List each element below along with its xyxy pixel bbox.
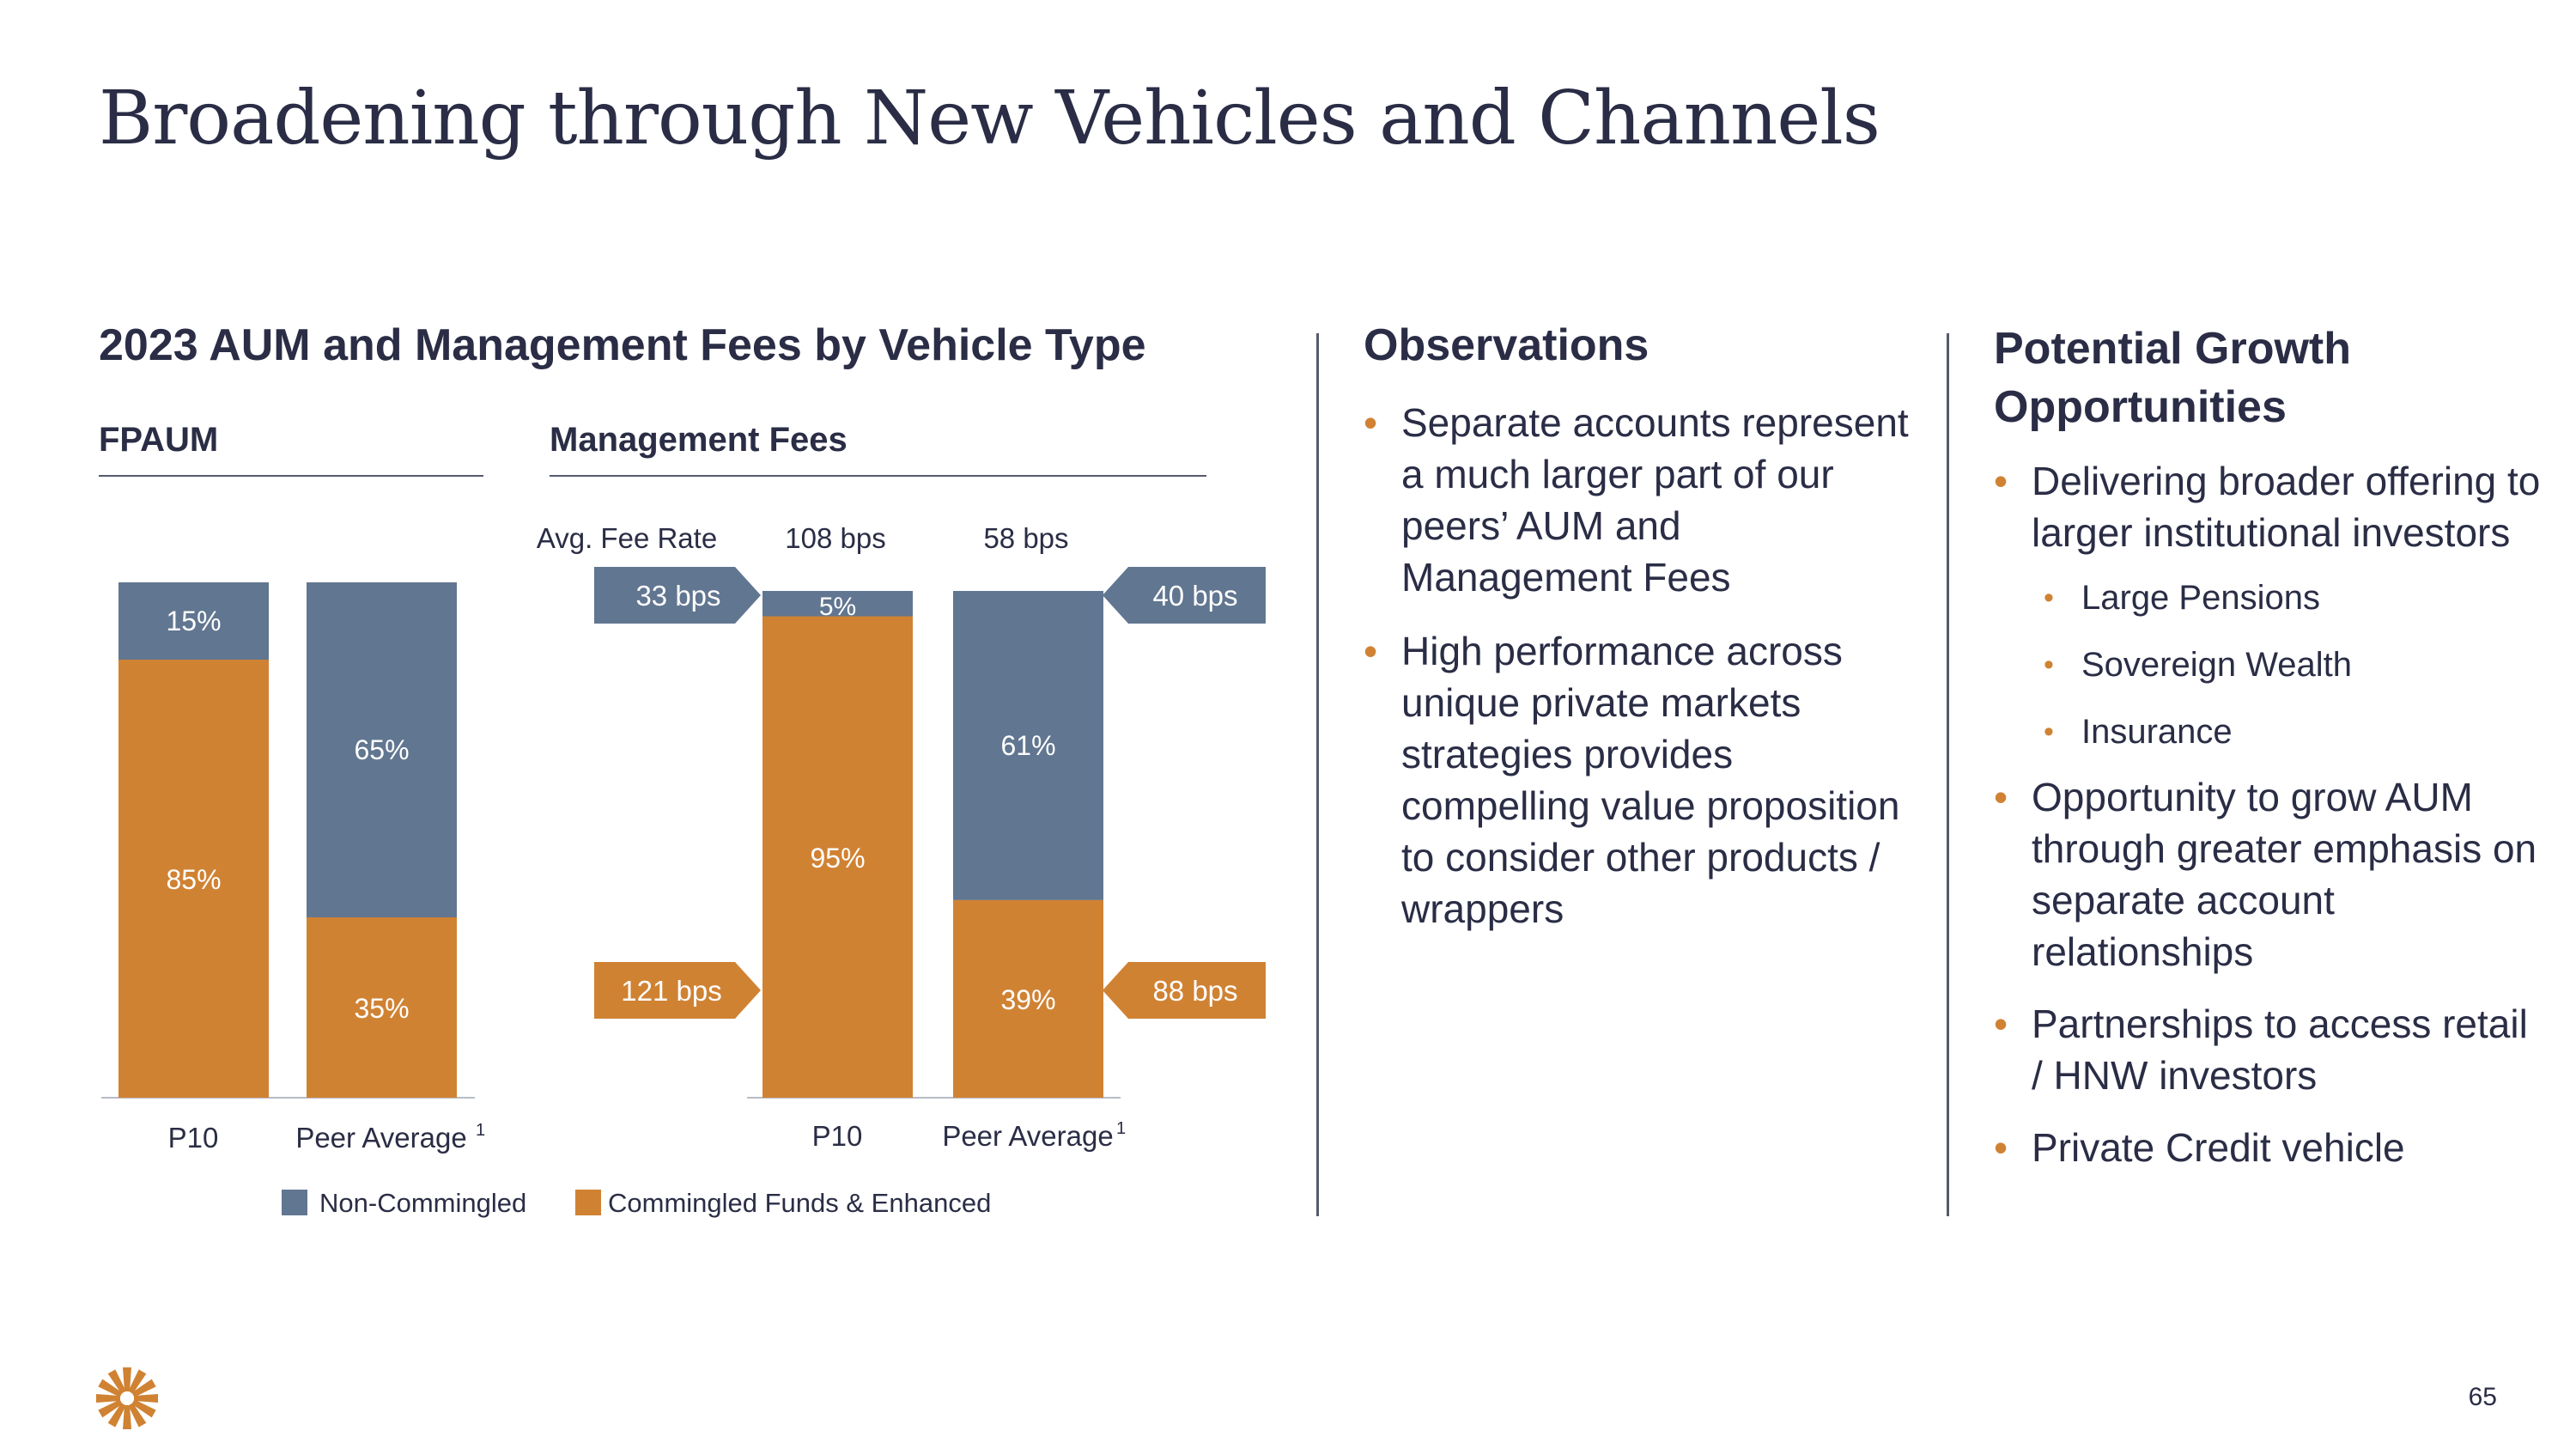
legend-label-noncommingled: Non-Commingled bbox=[319, 1188, 527, 1218]
logo-ray bbox=[131, 1379, 156, 1397]
growth-subitem: Large Pensions bbox=[2044, 574, 2543, 622]
fees-chart: Avg. Fee Rate 108 bps 58 bps 95% 5% 39% … bbox=[537, 522, 1266, 1152]
callout-text-p10-commingled: 121 bps bbox=[621, 975, 721, 1007]
bar-peer-noncommingled-fees bbox=[953, 591, 1103, 900]
observations-title: Observations bbox=[1364, 320, 1649, 370]
label-p10-noncommingled-fees: 5% bbox=[819, 593, 856, 621]
vehicle-type-chart: 85% 15% 35% 65% P10 Peer Average 1 Avg. … bbox=[101, 522, 1266, 1154]
fpaum-chart: 85% 15% 35% 65% P10 Peer Average 1 bbox=[101, 582, 485, 1154]
fees-rule bbox=[550, 475, 1206, 477]
growth-subitem: Insurance bbox=[2044, 708, 2543, 756]
growth-item: Delivering broader offering to larger in… bbox=[1994, 455, 2543, 558]
callout-peer-noncommingled bbox=[1103, 567, 1266, 624]
observation-item: Separate accounts represent a much large… bbox=[1364, 397, 1913, 603]
bar-peer-commingled-fpaum bbox=[307, 917, 457, 1098]
fpaum-label: FPAUM bbox=[99, 421, 219, 459]
callout-peer-commingled bbox=[1103, 962, 1266, 1019]
growth-subitem: Sovereign Wealth bbox=[2044, 641, 2543, 689]
logo-ray bbox=[131, 1399, 156, 1418]
management-fees-label: Management Fees bbox=[550, 421, 848, 459]
footnote-marker-fpaum: 1 bbox=[476, 1121, 485, 1140]
avg-fee-rate-peer: 58 bps bbox=[983, 522, 1068, 554]
growth-item: Opportunity to grow AUM through greater … bbox=[1994, 771, 2543, 977]
callout-p10-commingled bbox=[594, 962, 761, 1019]
xtick-peer-fees: Peer Average bbox=[942, 1120, 1113, 1152]
logo-ray bbox=[98, 1399, 123, 1418]
xtick-peer-fpaum: Peer Average bbox=[295, 1122, 466, 1154]
bar-p10-noncommingled-fpaum bbox=[118, 582, 269, 660]
page-title: Broadening through New Vehicles and Chan… bbox=[99, 76, 1880, 161]
growth-item: Partnerships to access retail / HNW inve… bbox=[1994, 998, 2543, 1101]
growth-list: Delivering broader offering to larger in… bbox=[1994, 455, 2543, 1173]
logo-ray bbox=[107, 1369, 126, 1394]
logo-ray bbox=[107, 1403, 126, 1428]
legend-label-commingled: Commingled Funds & Enhanced bbox=[608, 1188, 992, 1218]
legend-swatch-noncommingled bbox=[282, 1190, 307, 1215]
callout-text-p10-noncommingled: 33 bps bbox=[635, 580, 720, 612]
avg-fee-rate-p10: 108 bps bbox=[785, 522, 885, 554]
bar-p10-commingled-fees bbox=[762, 616, 913, 1098]
callout-text-peer-noncommingled: 40 bps bbox=[1152, 580, 1237, 612]
label-peer-commingled-fpaum: 35% bbox=[354, 993, 409, 1024]
observation-item: High performance across unique private m… bbox=[1364, 625, 1913, 935]
label-peer-noncommingled-fees: 61% bbox=[1000, 730, 1055, 761]
label-peer-commingled-fees: 39% bbox=[1000, 984, 1055, 1015]
label-p10-commingled-fees: 95% bbox=[810, 843, 865, 874]
logo-ray bbox=[134, 1394, 158, 1403]
xtick-p10-fees: P10 bbox=[812, 1120, 863, 1152]
observations-list: Separate accounts represent a much large… bbox=[1364, 397, 1913, 935]
page-number: 65 bbox=[2468, 1383, 2497, 1411]
logo-ray bbox=[123, 1405, 131, 1429]
label-p10-noncommingled-fpaum: 15% bbox=[166, 606, 221, 636]
legend-swatch-commingled bbox=[575, 1190, 601, 1215]
logo-ray bbox=[123, 1367, 131, 1391]
starburst-logo-icon bbox=[96, 1367, 158, 1429]
divider-left bbox=[1316, 333, 1319, 1216]
logo-ray bbox=[96, 1394, 120, 1403]
logo-ray bbox=[128, 1403, 147, 1428]
bar-p10-noncommingled-fees bbox=[762, 591, 913, 617]
bar-peer-commingled-fees bbox=[953, 899, 1103, 1098]
fpaum-rule bbox=[99, 475, 483, 477]
growth-title: Potential Growth Opportunities bbox=[1994, 324, 2351, 432]
bar-p10-commingled-fpaum bbox=[118, 660, 269, 1098]
label-p10-commingled-fpaum: 85% bbox=[166, 864, 221, 895]
callout-text-peer-commingled: 88 bps bbox=[1152, 975, 1237, 1007]
logo-ray bbox=[128, 1369, 147, 1394]
bar-peer-noncommingled-fpaum bbox=[307, 582, 457, 917]
label-peer-noncommingled-fpaum: 65% bbox=[354, 734, 409, 765]
avg-fee-rate-label: Avg. Fee Rate bbox=[537, 522, 717, 554]
xtick-p10-fpaum: P10 bbox=[168, 1122, 219, 1154]
chart-section-title: 2023 AUM and Management Fees by Vehicle … bbox=[99, 320, 1146, 370]
divider-right bbox=[1947, 333, 1949, 1216]
growth-item: Private Credit vehicle bbox=[1994, 1122, 2543, 1173]
footnote-marker-fees: 1 bbox=[1116, 1119, 1126, 1138]
callout-p10-noncommingled bbox=[594, 567, 761, 624]
logo-ray bbox=[98, 1379, 123, 1397]
